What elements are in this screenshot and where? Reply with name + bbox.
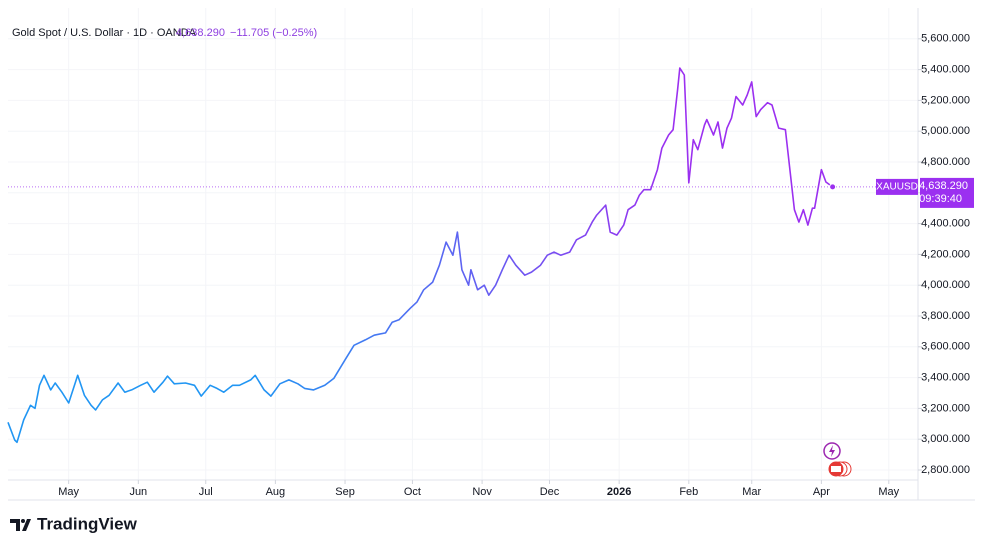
brand-logo: TradingView: [10, 514, 138, 533]
x-tick-label: Nov: [472, 486, 492, 498]
event-icons: [823, 442, 852, 477]
y-tick-label: 4,200.000: [921, 248, 970, 260]
y-tick-label: 3,400.000: [921, 371, 970, 383]
brand-name: TradingView: [37, 514, 138, 533]
y-tick-label: 5,200.000: [921, 94, 970, 106]
y-tick-label: 3,800.000: [921, 310, 970, 322]
y-tick-label: 4,800.000: [921, 156, 970, 168]
x-tick-label: Jun: [129, 486, 147, 498]
x-tick-label: Dec: [540, 486, 560, 498]
last-price-label: 4,638.290: [919, 180, 968, 192]
price-line: [7, 67, 834, 444]
countdown-label: 09:39:40: [919, 193, 962, 205]
event-icon: [829, 445, 835, 457]
y-tick-label: 4,000.000: [921, 279, 970, 291]
x-tick-label: 2026: [607, 486, 631, 498]
price-header: 4,638.290: [176, 27, 225, 39]
y-tick-label: 3,600.000: [921, 341, 970, 353]
logo-mark: [21, 519, 25, 523]
x-tick-label: Sep: [335, 486, 355, 498]
x-tick-label: Feb: [679, 486, 698, 498]
symbol-badge: [876, 178, 918, 195]
change-header: −11.705 (−0.25%): [230, 27, 317, 39]
event-icon: [831, 466, 841, 472]
y-tick-label: 5,600.000: [921, 33, 970, 45]
chart-title: Gold Spot / U.S. Dollar · 1D · OANDA: [12, 27, 197, 39]
y-tick-label: 3,000.000: [921, 433, 970, 445]
symbol-label: XAUUSD: [876, 182, 918, 193]
last-point: [829, 183, 837, 191]
x-tick-label: Apr: [813, 486, 830, 498]
y-tick-label: 5,400.000: [921, 64, 970, 76]
y-tick-label: 2,800.000: [921, 464, 970, 476]
grid: [8, 8, 918, 480]
price-badge: [920, 177, 974, 208]
logo-mark: [10, 519, 31, 531]
x-tick-label: May: [58, 486, 79, 498]
y-tick-label: 4,400.000: [921, 218, 970, 230]
y-tick-label: 5,000.000: [921, 125, 970, 137]
x-tick-label: Jul: [199, 486, 213, 498]
x-tick-label: May: [878, 486, 899, 498]
x-tick-label: Oct: [404, 486, 421, 498]
x-tick-label: Aug: [266, 486, 286, 498]
y-tick-label: 3,200.000: [921, 402, 970, 414]
x-tick-label: Mar: [742, 486, 761, 498]
